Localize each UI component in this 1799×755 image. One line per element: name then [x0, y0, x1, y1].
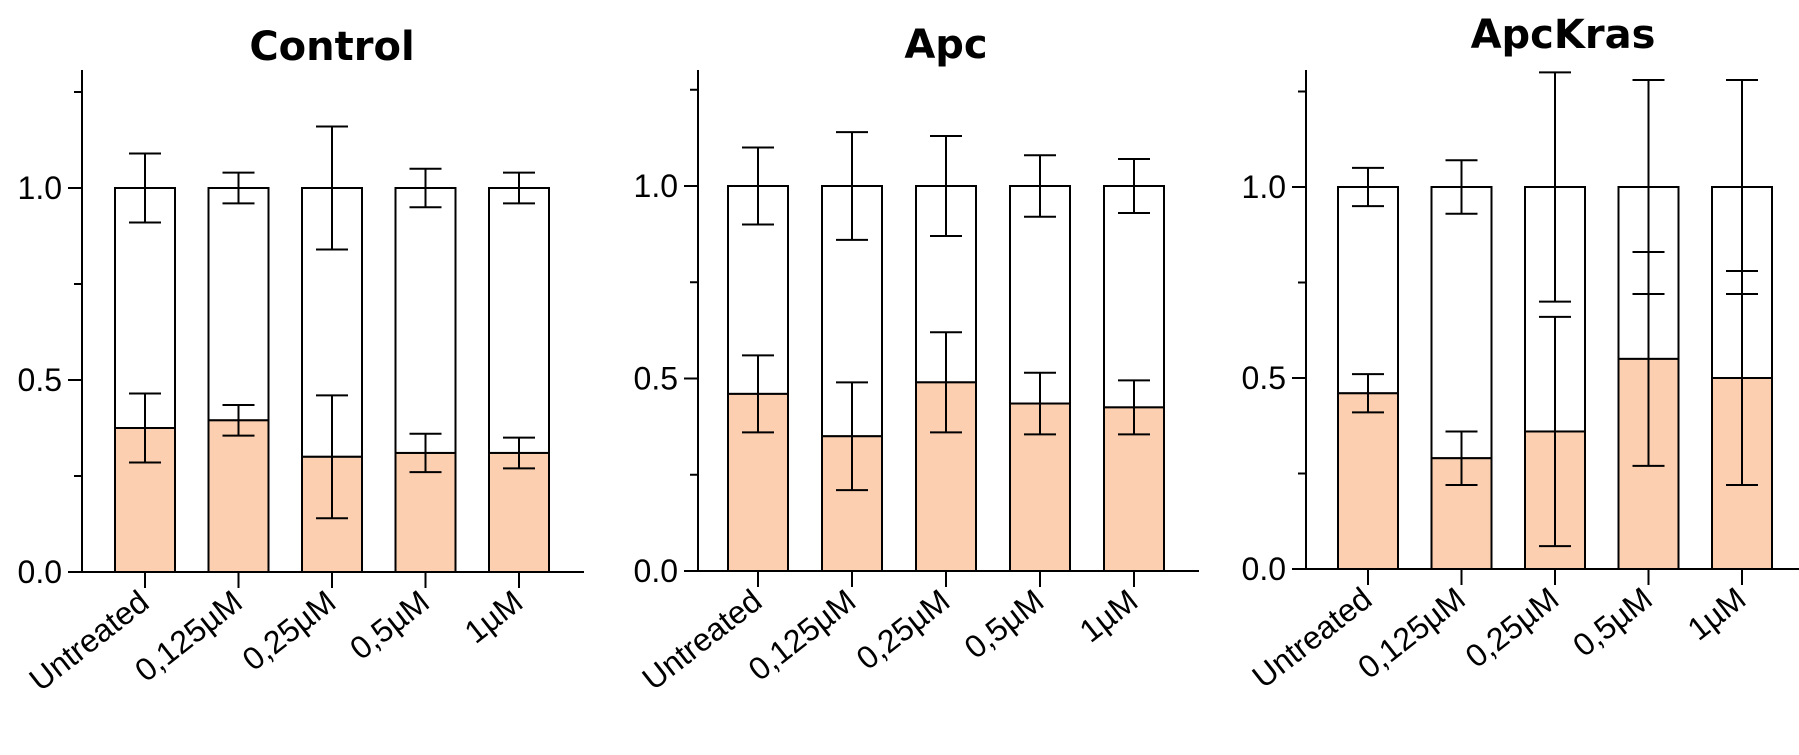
y-tick-label: 1.0: [1242, 169, 1286, 205]
panel-title: ApcKras: [1471, 12, 1656, 58]
x-category-label: 0,125µM: [742, 582, 863, 687]
x-category-label: 0,125µM: [1351, 580, 1472, 685]
x-category-label: 0,5µM: [1566, 580, 1659, 664]
x-category-label: 0,25µM: [1459, 580, 1566, 674]
x-category-label: 0,5µM: [343, 583, 436, 667]
panel-title: Apc: [904, 22, 987, 68]
x-category-label: 0,25µM: [236, 583, 343, 677]
x-category-label: 1µM: [1073, 582, 1145, 649]
bar-lower-segment: [207, 419, 270, 573]
bar-upper-segment: [1430, 186, 1493, 460]
y-tick-label: 0.5: [1242, 360, 1286, 396]
bar-lower-segment: [488, 451, 550, 573]
bar-lower-segment: [1337, 392, 1399, 570]
x-category-label: Untreated: [635, 582, 768, 697]
y-tick-label: 0.0: [18, 554, 62, 590]
bar-upper-segment: [207, 187, 270, 422]
y-tick-label: 1.0: [18, 170, 62, 206]
x-category-label: 0,125µM: [128, 583, 249, 688]
x-category-label: Untreated: [22, 583, 155, 698]
bar-upper-segment: [114, 187, 176, 429]
panel-title: Control: [249, 24, 414, 70]
bar-upper-segment: [1337, 186, 1399, 395]
x-category-label: 0,5µM: [958, 582, 1051, 666]
bar-upper-segment: [394, 187, 457, 454]
x-category-label: Untreated: [1245, 580, 1378, 695]
bar-upper-segment: [488, 187, 550, 454]
bar-upper-segment: [1009, 185, 1071, 405]
y-tick-label: 0.5: [634, 361, 678, 397]
y-tick-label: 0.0: [1242, 551, 1286, 587]
x-category-label: 1µM: [1681, 580, 1753, 647]
y-tick-label: 0.5: [18, 362, 62, 398]
y-tick-label: 0.0: [634, 553, 678, 589]
x-category-label: 0,25µM: [850, 582, 957, 676]
x-category-label: 1µM: [458, 583, 530, 650]
y-tick-label: 1.0: [634, 168, 678, 204]
bar-upper-segment: [1103, 185, 1165, 409]
